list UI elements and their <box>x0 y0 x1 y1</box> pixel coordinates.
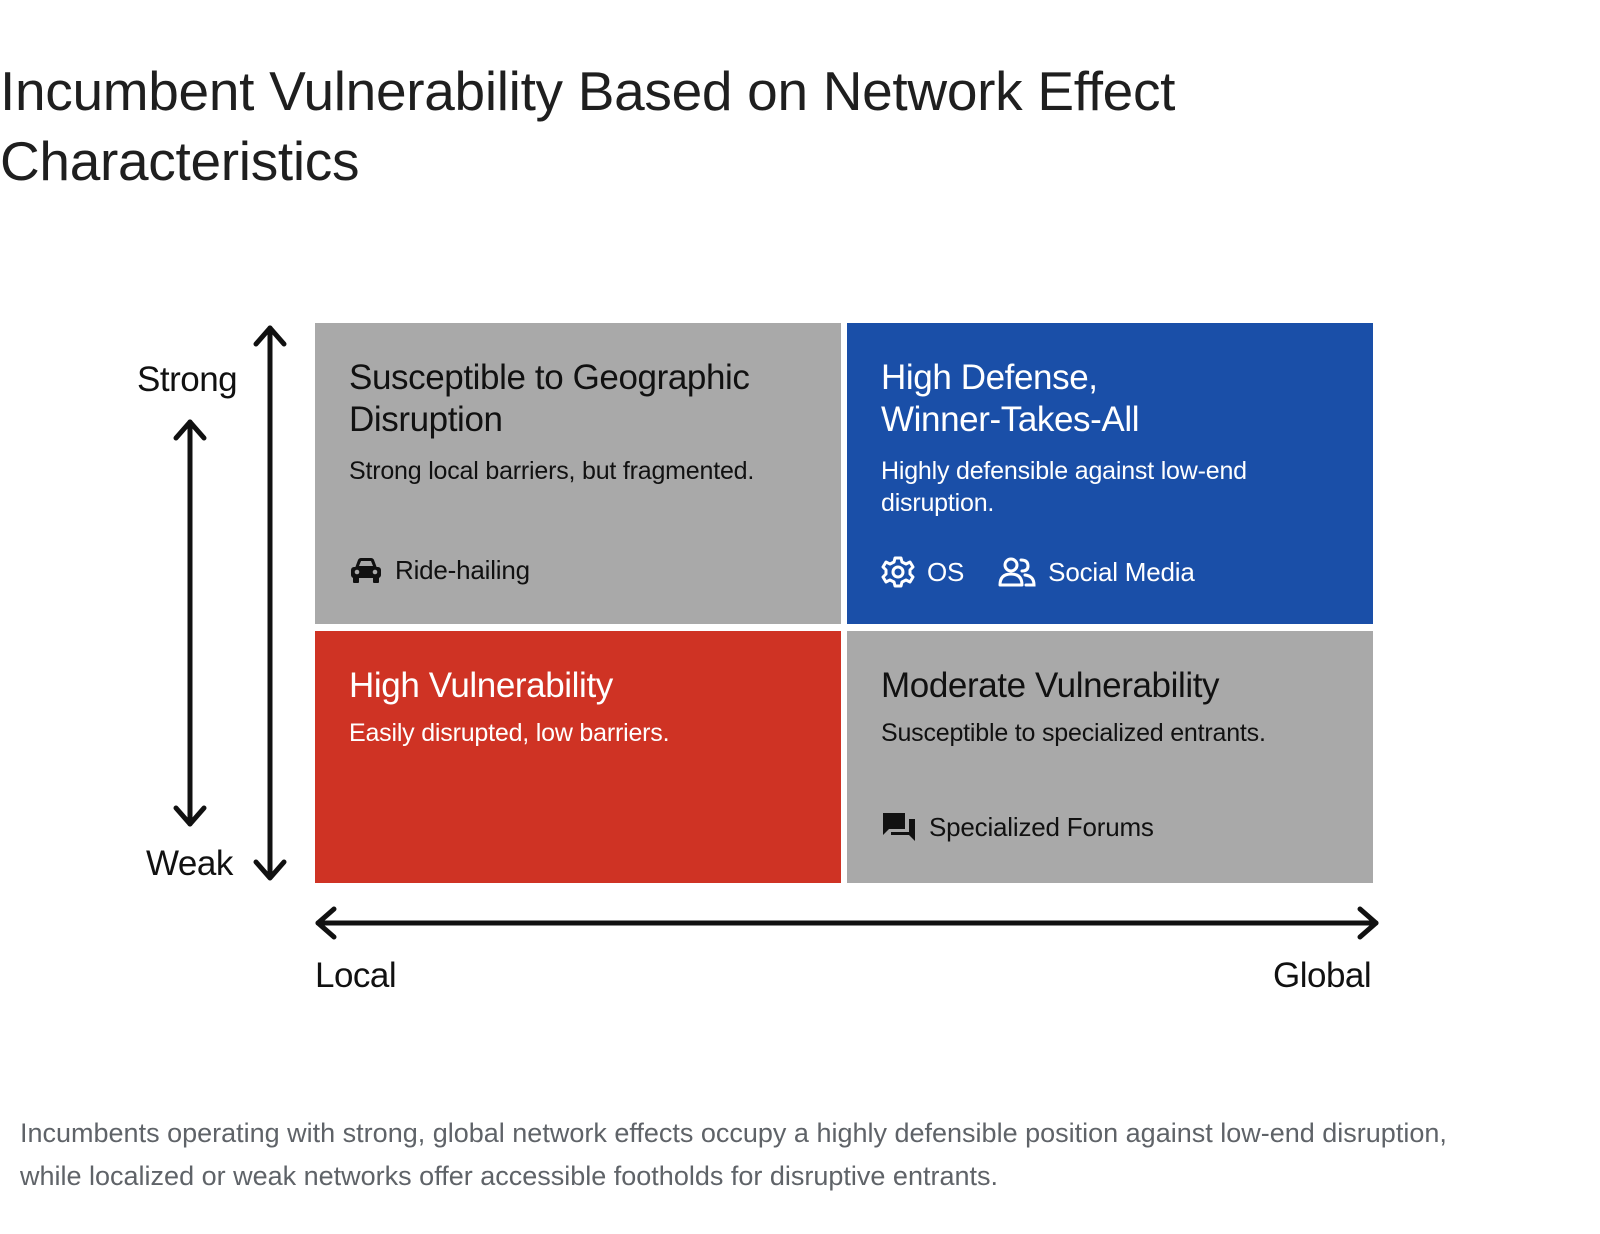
axis-arrows <box>173 325 1379 940</box>
quadrant-bottom-left: High Vulnerability Easily disrupted, low… <box>315 631 841 883</box>
quadrant-description: Easily disrupted, low barriers. <box>349 719 670 747</box>
example-item: Ride-hailing <box>349 555 530 586</box>
y-axis-top-label: Strong <box>137 360 238 399</box>
example-list: Specialized Forums <box>881 811 1154 843</box>
x-axis-arrow <box>315 906 1379 940</box>
example-label: OS <box>927 556 965 587</box>
quadrant-title: Moderate Vulnerability <box>881 666 1220 705</box>
y-axis-bottom-label: Weak <box>146 844 233 883</box>
quadrant-title: High Defense, Winner-Takes-All <box>881 358 1140 439</box>
people-icon <box>998 556 1036 588</box>
example-label: Social Media <box>1048 556 1195 587</box>
y-axis-arrow <box>253 325 287 881</box>
example-label: Specialized Forums <box>929 811 1154 842</box>
example-label: Ride-hailing <box>395 555 530 585</box>
example-item: Specialized Forums <box>881 811 1154 843</box>
example-list: Ride-hailing <box>349 555 530 586</box>
quadrant-title: High Vulnerability <box>349 666 613 705</box>
page-title: Incumbent Vulnerability Based on Network… <box>0 60 1176 192</box>
quadrant-bottom-right: Moderate Vulnerability Susceptible to sp… <box>847 631 1373 883</box>
x-axis-left-label: Local <box>315 956 397 995</box>
gear-icon <box>881 555 915 589</box>
example-list: OS Social Media <box>881 555 1195 589</box>
example-item: OS <box>881 555 964 589</box>
quadrant-description: Strong local barriers, but fragmented. <box>349 457 755 485</box>
car-icon <box>349 556 383 586</box>
quadrant-title: Susceptible to Geographic Disruption <box>349 358 750 439</box>
quadrant-top-left: Susceptible to Geographic Disruption Str… <box>315 323 841 624</box>
forum-icon <box>881 811 917 843</box>
example-item: Social Media <box>998 556 1195 588</box>
quadrant-description: Highly defensible against low-end disrup… <box>881 457 1247 517</box>
strength-arrow <box>173 419 207 827</box>
figure-caption: Incumbents operating with strong, global… <box>20 1118 1447 1191</box>
quadrant-top-right: High Defense, Winner-Takes-All Highly de… <box>847 323 1373 624</box>
x-axis-right-label: Global <box>1273 956 1372 995</box>
vulnerability-matrix: Strong Weak Local Global Susceptible to … <box>0 250 1600 1070</box>
quadrant-description: Susceptible to specialized entrants. <box>881 719 1266 747</box>
